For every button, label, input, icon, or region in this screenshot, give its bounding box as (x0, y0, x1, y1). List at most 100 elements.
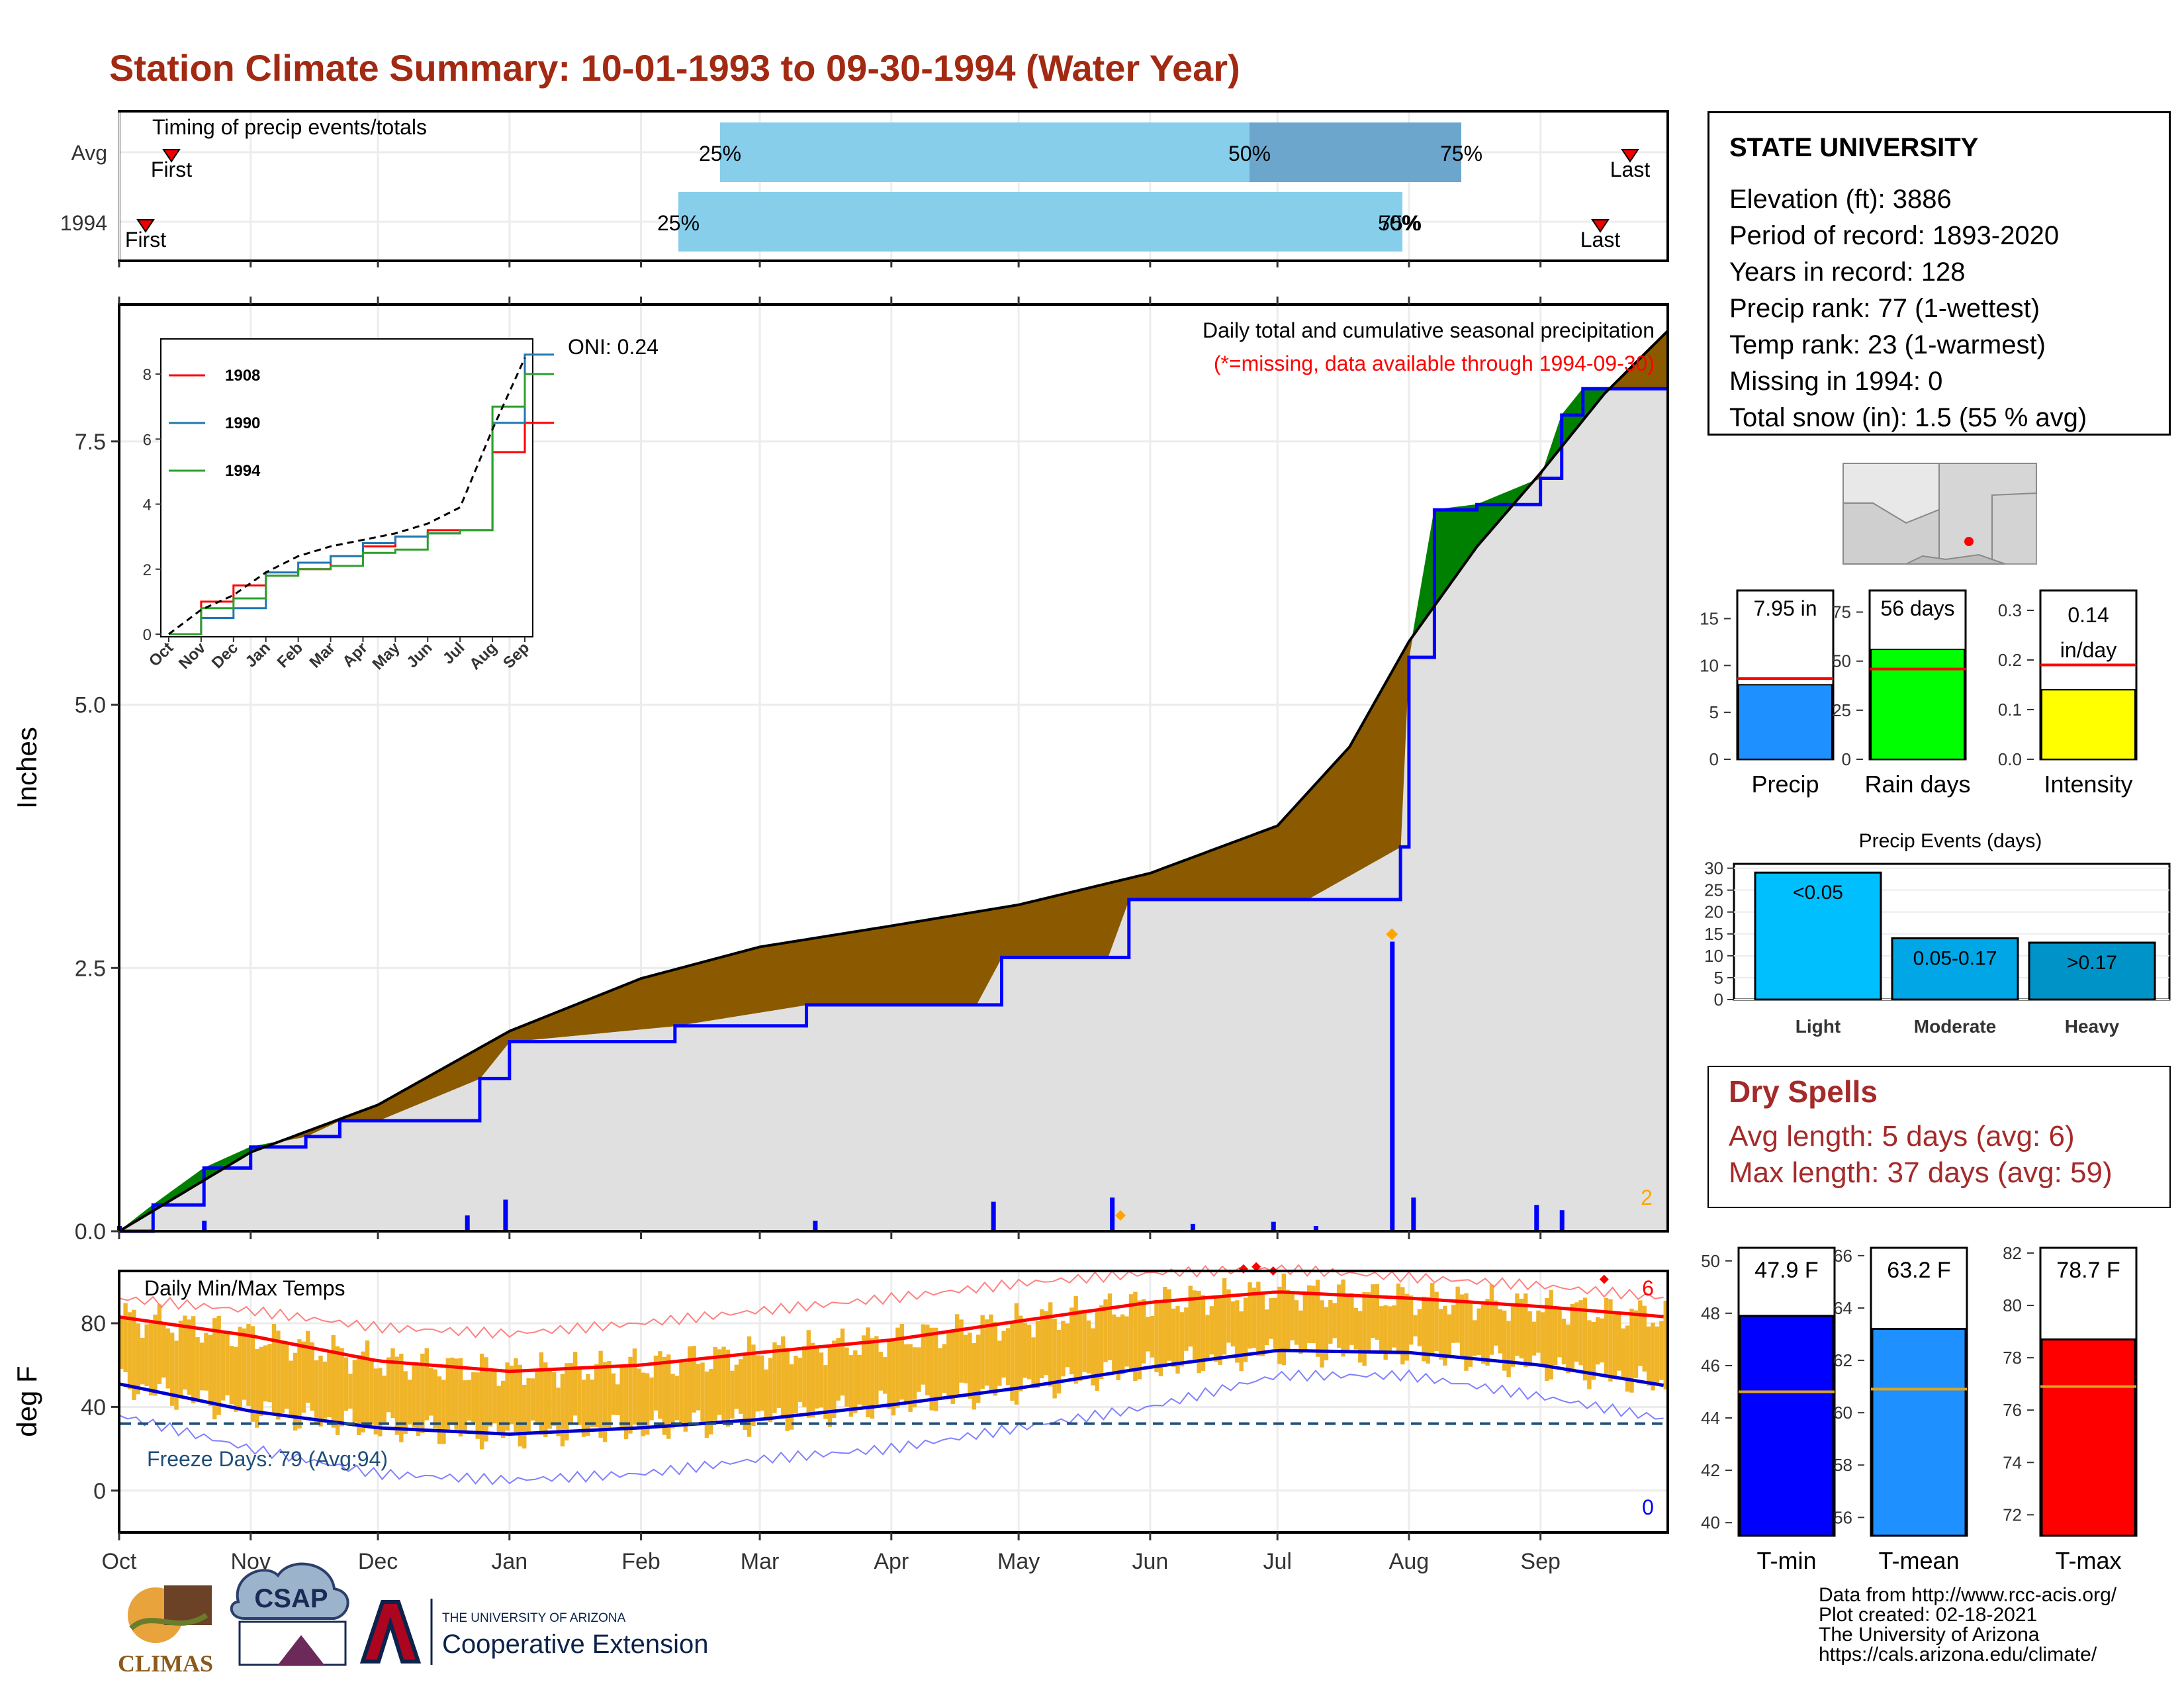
record-min-line (118, 1369, 1664, 1485)
precip-deficit-segment (1366, 708, 1371, 867)
daily-temp-bar (823, 1365, 828, 1419)
precip-deficit-segment (1230, 841, 1236, 900)
precip-ytick-label-1: 2.5 (75, 956, 106, 981)
daily-temp-bar (1638, 1300, 1643, 1366)
daily-temp-bar (178, 1321, 183, 1399)
precip-value: 7.95 in (1753, 596, 1817, 620)
daily-temp-bar (1218, 1295, 1222, 1365)
precip-deficit-segment (1018, 903, 1024, 958)
precip-ytick-label-3: 7.5 (75, 430, 106, 455)
precip-deficit-segment (704, 960, 709, 1022)
t-min-ytick-label-4: 48 (1701, 1303, 1720, 1323)
t-mean-value: 63.2 F (1887, 1258, 1950, 1283)
intensity-value-line1: 0.14 (2068, 603, 2109, 627)
precip-panel-border (118, 303, 1669, 1233)
daily-temp-bar (183, 1315, 187, 1390)
precip-deficit-segment (594, 995, 599, 1034)
daily-temp-bar (1192, 1290, 1197, 1360)
daily-temp-bar (882, 1357, 887, 1394)
daily-temp-bar (484, 1357, 488, 1442)
daily-temp-bar (331, 1335, 336, 1428)
daily-temp-bar (1158, 1300, 1163, 1377)
temp-panel: 0 40 80 deg F Daily Min/Max Temps Freeze D… (11, 1262, 1669, 1534)
precip-deficit-segment (1162, 866, 1168, 900)
daily-temp-bar (1222, 1278, 1227, 1355)
daily-temp-bar (1464, 1293, 1469, 1371)
inset-legend-label-1994: 1994 (225, 462, 261, 480)
month-label-dec: Dec (358, 1549, 398, 1574)
t-max-label: T-max (2055, 1547, 2121, 1574)
precip-deficit-segment (1209, 849, 1214, 900)
precip-deficit-segment (1310, 783, 1316, 898)
daily-temp-bar (526, 1378, 531, 1434)
daily-temp-bar (1455, 1286, 1460, 1343)
daily-temp-bar (1040, 1309, 1044, 1379)
precip-ytick-label-2: 10 (1700, 655, 1719, 675)
daily-temp-bar (348, 1374, 353, 1409)
daily-temp-bar (1019, 1315, 1023, 1391)
daily-temp-bar (1629, 1308, 1634, 1393)
precip-deficit-segment (1081, 888, 1087, 958)
daily-temp-bar (208, 1335, 213, 1406)
precip-deficit-segment (755, 946, 760, 1013)
daily-temp-bar (619, 1367, 624, 1430)
precip-deficit-segment (1357, 723, 1363, 872)
daily-temp-bar (136, 1323, 141, 1395)
daily-temp-bar (259, 1346, 263, 1416)
daily-temp-bar (271, 1323, 277, 1415)
daily-temp-bar (530, 1378, 535, 1421)
daily-temp-bar (441, 1380, 446, 1444)
year-last-marker (1591, 219, 1610, 233)
daily-temp-bar (1621, 1328, 1625, 1378)
precip-deficit-segment (1396, 655, 1401, 850)
precip-deficit-segment (649, 974, 655, 1029)
inset-legend-label-1990: 1990 (225, 414, 260, 432)
precip-deficit-segment (657, 972, 663, 1028)
daily-temp-bar (1095, 1308, 1099, 1391)
rain-days-ytick-label-2: 50 (1832, 651, 1851, 671)
precip-surplus-segment (1459, 506, 1465, 572)
temp-panel-border (118, 1270, 1669, 1534)
daily-temp-bar (760, 1355, 764, 1411)
precip-deficit-segment (564, 1007, 570, 1037)
precip-surplus-segment (1438, 508, 1443, 602)
daily-temp-bar (373, 1368, 379, 1434)
precip-events-category-light: Light (1796, 1016, 1841, 1037)
daily-temp-bar (874, 1336, 879, 1405)
temp-ytick-label-0: 0 (93, 1479, 106, 1504)
precip-deficit-segment (1039, 898, 1045, 958)
precip-deficit-segment (1183, 858, 1189, 900)
precip-deficit-segment (1192, 855, 1197, 900)
precip-deficit-segment (1234, 839, 1240, 900)
precip-deficit-segment (1226, 843, 1232, 900)
daily-temp-bar (649, 1377, 654, 1421)
rain-days-ytick-label-0: 0 (1842, 749, 1851, 769)
precip-deficit-segment (958, 914, 964, 1006)
daily-temp-bar (1612, 1311, 1617, 1377)
intensity-ytick-label-3: 0.3 (1998, 600, 2022, 620)
daily-temp-bar (857, 1354, 862, 1405)
daily-temp-bar (848, 1355, 854, 1417)
year-p75-label: 75% (1379, 211, 1422, 235)
daily-temp-bar (488, 1372, 493, 1427)
daily-precip-bar (503, 1199, 508, 1231)
daily-temp-bar (1188, 1286, 1193, 1347)
precip-deficit-segment (1353, 730, 1359, 874)
precip-deficit-segment (785, 941, 790, 1009)
precip-events-bar-heavy (2028, 941, 2156, 1001)
daily-temp-bar (895, 1327, 900, 1408)
precip-deficit-segment (1158, 868, 1163, 900)
daily-temp-bar (318, 1355, 323, 1427)
daily-temp-bar (700, 1362, 705, 1425)
daily-temp-bar (1341, 1279, 1345, 1357)
precip-deficit-segment (636, 978, 642, 1030)
precip-deficit-segment (1306, 788, 1312, 900)
daily-temp-bar (1459, 1294, 1465, 1358)
daily-temp-bar (1116, 1317, 1120, 1381)
daily-temp-bar (1256, 1282, 1261, 1356)
timing-title: Timing of precip events/totals (152, 115, 427, 139)
ua-logo: THE UNIVERSITY OF ARIZONA Cooperative Ex… (359, 1599, 708, 1665)
ua-small-text: THE UNIVERSITY OF ARIZONA (442, 1611, 626, 1625)
daily-temp-bar (289, 1360, 293, 1419)
precip-deficit-segment (979, 910, 985, 998)
